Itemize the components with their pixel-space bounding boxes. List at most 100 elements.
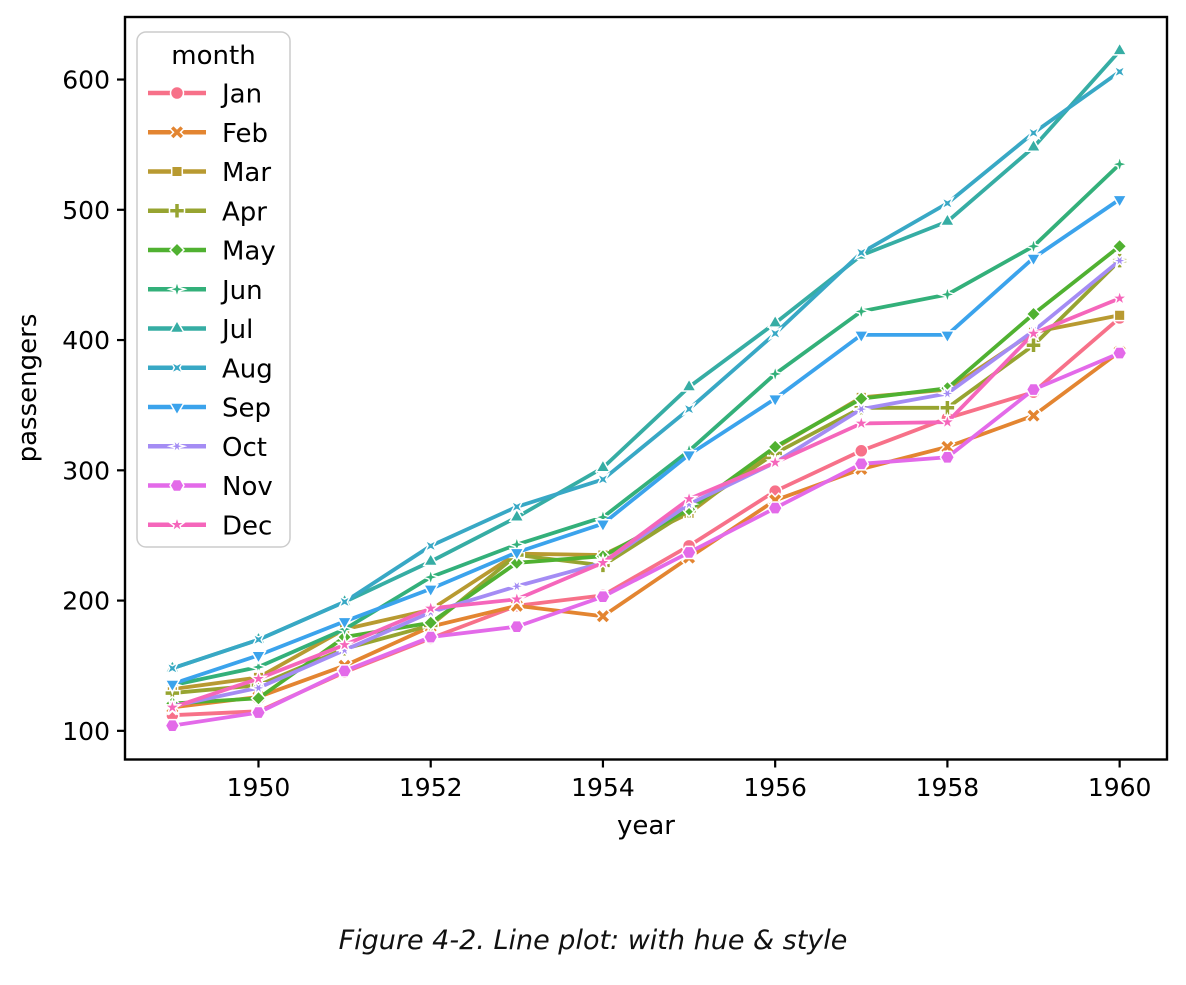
series-line-jun [170,162,1122,688]
data-point-oct [506,577,528,596]
legend-label-apr: Apr [222,197,267,227]
data-point-aug [595,471,611,487]
data-point-jan [854,443,869,459]
x-axis-label: year [617,811,675,841]
axis-ticks: 1950 1952 1954 1956 1958 1960 100 200 300 400 500 6… [62,66,1151,802]
triangle-down-icon [168,402,186,417]
y-tick-label: 200 [62,587,110,616]
square-icon [170,165,184,178]
data-point-may [1025,305,1042,323]
legend-label-jan: Jan [220,80,262,110]
legend: month Jan Feb Mar Apr May Jun Jul Aug Sep Oct Nov De… [136,31,291,548]
y-tick-label: 400 [62,326,110,355]
data-point-jun [936,283,958,305]
series-aug [164,64,1128,676]
triangle-up-icon [168,319,186,334]
data-point-jun [764,363,786,385]
legend-item-jul: Jul [148,315,253,345]
data-point-nov [508,619,525,634]
data-point-jul [680,377,698,392]
data-point-jul [766,313,784,328]
legend-item-aug: Aug [148,354,273,384]
x-tick-label: 1958 [916,773,980,802]
data-point-sep [594,518,612,534]
data-point-aug [939,195,955,211]
data-point-sep [250,650,267,665]
data-point-feb [594,608,612,625]
data-point-aug [681,401,697,417]
data-point-dec [1109,287,1130,307]
data-point-dec [765,452,786,471]
data-point-nov [939,450,956,465]
data-point-may [508,554,525,571]
legend-label-jun: Jun [220,276,263,306]
series-dec [162,287,1130,716]
legend-item-jan: Jan [148,80,262,110]
legend-title: month [171,41,255,71]
legend-item-feb: Feb [148,119,268,149]
data-point-sep [1111,194,1128,209]
series-line-sep [170,197,1122,686]
data-point-dec [851,413,872,432]
legend-item-may: May [148,237,276,267]
data-point-aug [423,538,439,554]
y-tick-label: 300 [62,456,110,485]
data-point-aug [164,660,180,676]
diamond-icon [168,241,186,259]
series-line-nov [170,351,1122,728]
x-icon [168,124,186,141]
data-point-dec [679,488,699,508]
legend-label-jul: Jul [220,315,253,345]
data-point-sep [680,449,698,465]
data-point-nov [853,456,870,471]
star4-icon [166,278,188,300]
data-point-dec [420,598,441,617]
legend-item-apr: Apr [148,197,267,227]
data-point-aug [853,245,869,261]
legend-label-may: May [222,237,276,267]
figure-caption: Figure 4-2. Line plot: with hue & style [338,925,848,956]
data-point-nov [422,630,439,644]
data-point-jun [1109,153,1131,175]
data-point-sep [939,330,956,345]
star5-icon [167,514,187,534]
data-point-sep [766,393,784,409]
legend-label-sep: Sep [222,394,271,424]
data-point-jul [939,212,956,227]
legend-item-sep: Sep [148,394,271,424]
legend-label-dec: Dec [222,511,272,541]
data-point-dec [506,588,527,608]
data-point-dec [162,697,183,716]
legend-item-oct: Oct [148,433,267,463]
plot-frame [123,15,1169,761]
plus-icon [168,202,186,219]
data-point-jun [850,300,872,322]
data-point-jul [422,552,439,567]
legend-label-feb: Feb [222,119,268,149]
x-tick-label: 1954 [571,773,635,802]
legend-item-mar: Mar [148,158,271,188]
data-point-nov [164,718,181,733]
legend-item-jun: Jun [148,276,263,306]
axes-spines [123,15,1169,761]
hexagon-icon [169,478,185,493]
star6-icon [166,437,188,456]
data-point-aug [767,326,783,341]
data-point-aug [337,594,353,610]
data-point-nov [595,589,611,604]
data-point-mar [1113,309,1126,322]
legend-item-nov: Nov [148,472,273,502]
y-tick-label: 600 [62,66,110,95]
data-point-jul [1025,137,1042,153]
series-jun [161,153,1131,696]
series-line-aug [170,69,1122,671]
data-point-oct [1109,251,1130,270]
data-point-sep [1025,253,1042,268]
data-point-nov [767,501,784,515]
series-line-feb [170,349,1122,710]
data-point-dec [937,411,958,431]
data-point-aug [251,632,266,648]
data-point-sep [336,616,353,631]
data-point-dec [248,668,269,688]
